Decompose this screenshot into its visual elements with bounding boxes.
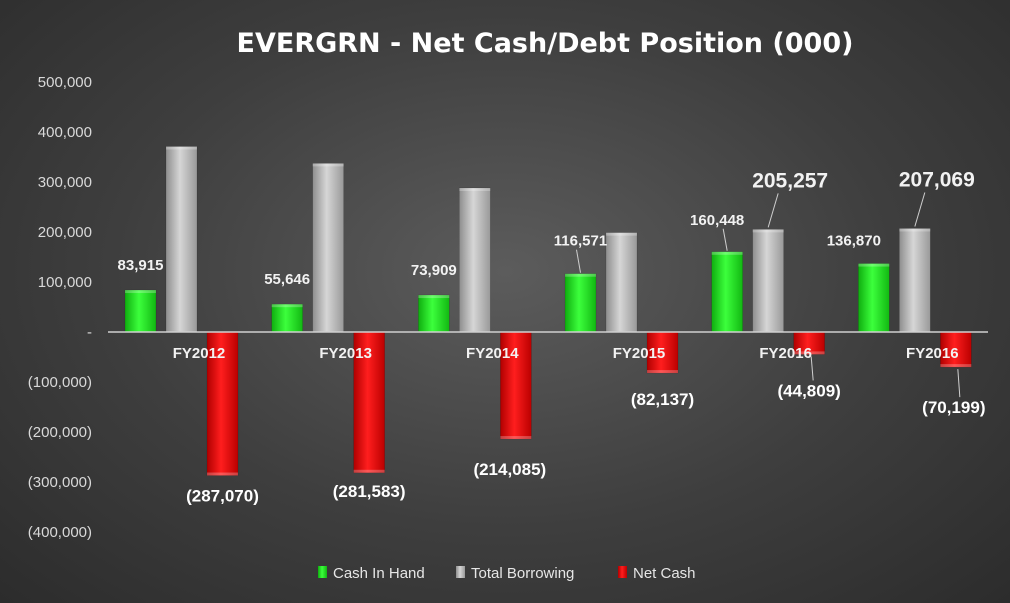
bars [124,146,972,476]
total-borrowing-bar [312,163,344,333]
total-borrowing-bar-cap [459,188,491,192]
x-category-label: FY2015 [613,345,666,362]
x-category-label: FY2016 [906,345,959,362]
x-category-label: FY2013 [319,345,372,362]
total-borrowing-bar [459,187,491,333]
net-cash-label: (44,809) [778,381,841,400]
cash-in-hand-bar [711,251,743,333]
legend-cash-in-hand-swatch [318,566,327,578]
cash-in-hand-bar-cap [565,273,596,277]
total-borrowing-bar-cap [312,163,344,167]
legend-cash-in-hand-text: Cash In Hand [333,565,425,582]
x-category-label: FY2012 [173,345,226,362]
cash-in-hand-bar [564,273,597,333]
net-cash-bar [206,331,239,476]
legend-total-borrowing-swatch [456,566,465,578]
legend: Cash In Hand Total Borrowing Net Cash [318,565,696,582]
cash-in-hand-bar-cap [858,263,890,267]
x-axis-categories: FY2012 FY2013 FY2014 FY2015 FY2016 FY2016 [173,345,959,362]
data-labels: 83,915 55,646 73,909 116,571 160,448 136,870 2… [118,168,986,505]
net-cash-bar [353,331,385,474]
net-cash-label: (287,070) [186,487,259,506]
cash-in-hand-label: 136,870 [827,233,881,250]
total-borrowing-bar-cap [166,146,197,150]
chart-title: EVERGRN - Net Cash/Debt Position (000) [237,28,854,59]
total-borrowing-bar [605,232,638,333]
y-tick-label: 100,000 [38,274,92,291]
total-borrowing-bar [899,228,931,333]
legend-net-cash-text: Net Cash [633,565,696,582]
legend-net-cash-swatch [618,566,627,578]
net-cash-bar-cap [500,436,532,440]
total-borrowing-bar-cap [899,228,931,232]
cash-in-hand-bar-cap [711,251,743,255]
cash-in-hand-bar [418,294,450,333]
total-borrowing-bar-cap [752,229,784,233]
x-category-label: FY2014 [466,345,519,362]
cash-in-hand-label: 83,915 [118,257,164,274]
total-borrowing-bar [165,146,198,333]
y-tick-label: 400,000 [38,124,92,141]
cash-in-hand-label: 55,646 [264,271,310,288]
cash-in-hand-bar-cap [125,290,156,294]
total-borrowing-label: 207,069 [899,168,975,191]
cash-in-hand-bar-cap [271,304,303,308]
net-cash-label: (214,085) [473,460,546,479]
y-axis: 500,000 400,000 300,000 200,000 100,000 - (100… [28,74,92,541]
net-cash-bar [646,331,679,374]
net-cash-bar-cap [647,370,678,374]
leader-line [767,193,779,228]
y-tick-label: - [87,324,92,341]
cash-in-hand-bar [124,289,157,333]
cash-in-hand-bar [858,263,890,333]
y-tick-label: (300,000) [28,474,92,491]
net-cash-bar-cap [940,364,972,368]
leader-line [957,369,961,398]
y-tick-label: (400,000) [28,524,92,541]
cash-in-hand-bar-cap [418,295,450,299]
x-category-label: FY2016 [759,345,812,362]
net-cash-label: (82,137) [631,390,694,409]
leader-line [810,356,814,381]
leader-line [722,228,728,251]
y-tick-label: 300,000 [38,174,92,191]
y-tick-label: (200,000) [28,424,92,441]
net-cash-label: (281,583) [333,482,406,501]
legend-total-borrowing-text: Total Borrowing [471,565,574,582]
y-tick-label: 500,000 [38,74,92,91]
net-cash-bar-cap [207,472,238,476]
total-borrowing-bar-cap [606,232,637,236]
leader-line [914,192,926,227]
cash-in-hand-label: 160,448 [690,212,744,229]
net-cash-bar-cap [353,469,385,473]
total-borrowing-bar [752,229,784,333]
y-tick-label: (100,000) [28,374,92,391]
cash-in-hand-bar [271,303,303,333]
cash-in-hand-label: 116,571 [554,233,607,250]
total-borrowing-label: 205,257 [752,169,828,192]
net-cash-label: (70,199) [922,398,985,417]
net-cash-bar-cap [793,351,825,355]
y-tick-label: 200,000 [38,224,92,241]
leader-line [576,249,581,273]
cash-in-hand-label: 73,909 [411,262,457,279]
